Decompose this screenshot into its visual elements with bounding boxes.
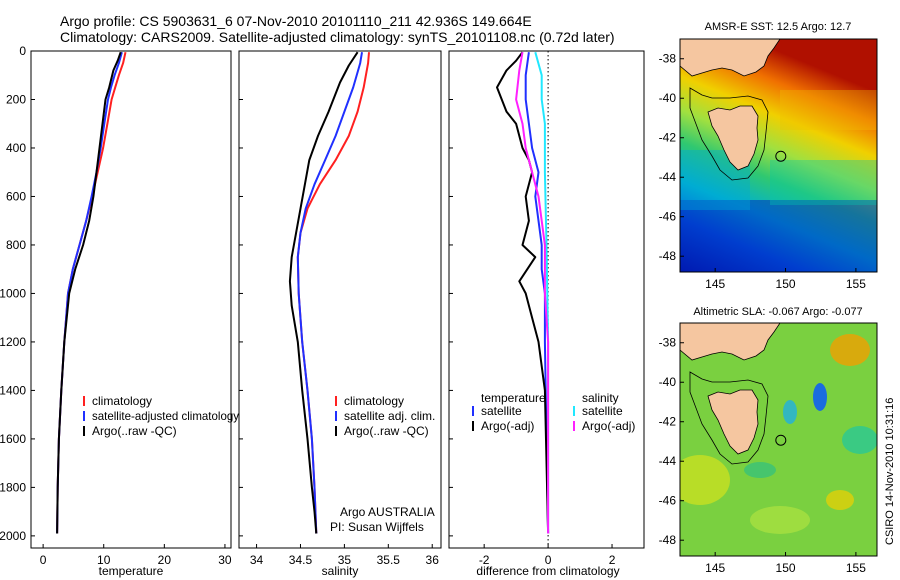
map-y-tick-label: -48 (659, 533, 677, 547)
legend-label: satellite (481, 404, 522, 418)
map-y-tick-label: -46 (659, 494, 677, 508)
legend-header-temperature: temperature (481, 391, 546, 405)
map-y-tick-label: -42 (659, 415, 677, 429)
tick-marks (31, 50, 613, 548)
y-tick-label: 1800 (0, 480, 26, 494)
legend-label: climatology (92, 394, 152, 408)
x-tick-label: 10 (97, 553, 111, 567)
sla-map-frame (679, 322, 878, 557)
legend-label: satellite adj. clim. (344, 409, 435, 423)
legend-label: satellite (582, 404, 623, 418)
salinity-legend: climatology satellite adj. clim. Argo(..… (330, 394, 435, 534)
y-tick-label: 1400 (0, 383, 26, 397)
map-x-tick-label: 145 (705, 561, 725, 575)
series-line (296, 52, 370, 534)
series-line (515, 52, 550, 534)
series-line (496, 51, 550, 534)
tasmania-shape (707, 389, 759, 455)
x-tick-label: 35.5 (377, 553, 401, 567)
difference-series (496, 51, 550, 534)
series-line (56, 51, 122, 534)
y-tick-label: 200 (6, 92, 26, 106)
map-x-tick-label: 145 (705, 277, 725, 291)
argo-position-marker (775, 434, 787, 446)
legend-label: Argo(-adj) (582, 419, 635, 433)
sla-map-ticks: 145 150 155 -38 -40 -42 -44 -46 -48 (659, 336, 867, 575)
map-y-tick-label: -44 (659, 170, 677, 184)
y-tick-label: 1000 (0, 286, 26, 300)
sla-map-title: Altimetric SLA: -0.067 Argo: -0.077 (693, 306, 862, 318)
difference-xlabel: difference from climatology (476, 564, 619, 578)
map-y-tick-label: -38 (659, 52, 677, 66)
x-tick-label: -2 (479, 553, 490, 567)
sst-map-title: AMSR-E SST: 12.5 Argo: 12.7 (705, 21, 852, 33)
argo-position-marker (775, 150, 787, 162)
x-tick-label: 2 (609, 553, 616, 567)
annotation-line2: PI: Susan Wijffels (330, 520, 424, 534)
salinity-series (288, 51, 370, 534)
map-y-tick-label: -38 (659, 336, 677, 350)
map-x-tick-label: 155 (846, 277, 866, 291)
map-y-tick-label: -42 (659, 131, 677, 145)
annotation-line1: Argo AUSTRALIA (340, 505, 435, 519)
difference-axes (448, 50, 645, 549)
map-x-tick-label: 150 (776, 561, 796, 575)
legend-label: Argo(..raw -QC) (92, 424, 177, 438)
map-x-tick-label: 150 (776, 277, 796, 291)
x-tick-label: 0 (40, 553, 47, 567)
difference-legend: temperature salinity satellite satellite… (472, 391, 635, 433)
x-tick-labels: 0 10 20 30 34 34.5 35 35.5 36 -2 0 2 (40, 553, 616, 567)
sst-map-frame (679, 38, 878, 273)
y-tick-label: 0 (19, 44, 26, 58)
salinity-xlabel: salinity (322, 564, 359, 578)
map-y-tick-label: -40 (659, 375, 677, 389)
series-line (288, 51, 359, 534)
title-line2: Climatology: CARS2009. Satellite-adjuste… (60, 29, 615, 45)
depth-tick-labels: 0 200 400 600 800 1000 1200 1400 1600 1800 2000 (0, 44, 26, 543)
map-y-tick-label: -44 (659, 454, 677, 468)
y-tick-label: 1200 (0, 335, 26, 349)
x-tick-label: 36 (426, 553, 440, 567)
map-x-tick-label: 155 (846, 561, 866, 575)
mainland-shape (680, 39, 781, 77)
series-line (296, 52, 363, 534)
series-line (524, 52, 550, 534)
tasmania-shape (707, 105, 759, 171)
map-y-tick-label: -46 (659, 210, 677, 224)
salinity-axes (238, 50, 442, 549)
x-tick-label: 34.5 (289, 553, 313, 567)
y-tick-label: 2000 (0, 529, 26, 543)
map-y-tick-label: -48 (659, 249, 677, 263)
legend-label: satellite-adjusted climatology (92, 409, 239, 423)
sla-map-field (680, 323, 877, 556)
sst-map-ticks: 145 150 155 -38 -40 -42 -44 -46 -48 (659, 52, 867, 291)
x-tick-label: 0 (545, 553, 552, 567)
title-line1: Argo profile: CS 5903631_6 07-Nov-2010 2… (60, 13, 532, 29)
y-tick-label: 800 (6, 238, 26, 252)
legend-header-salinity: salinity (582, 391, 619, 405)
temperature-series (56, 51, 127, 534)
map-y-tick-label: -40 (659, 91, 677, 105)
y-tick-label: 1600 (0, 432, 26, 446)
x-tick-label: 20 (158, 553, 172, 567)
mainland-shape (680, 323, 781, 361)
legend-label: climatology (344, 394, 404, 408)
x-tick-label: 35 (338, 553, 352, 567)
y-tick-label: 400 (6, 141, 26, 155)
x-tick-label: 34 (250, 553, 264, 567)
x-tick-label: 30 (218, 553, 232, 567)
legend-label: Argo(..raw -QC) (344, 424, 429, 438)
footer-timestamp: CSIRO 14-Nov-2010 10:31:16 (884, 398, 896, 545)
temperature-legend: climatology satellite-adjusted climatolo… (83, 394, 239, 438)
y-tick-label: 600 (6, 189, 26, 203)
series-line (56, 51, 123, 534)
temperature-xlabel: temperature (99, 564, 164, 578)
legend-label: Argo(-adj) (481, 419, 534, 433)
temperature-axes (30, 50, 232, 549)
sst-map-field (680, 39, 877, 272)
